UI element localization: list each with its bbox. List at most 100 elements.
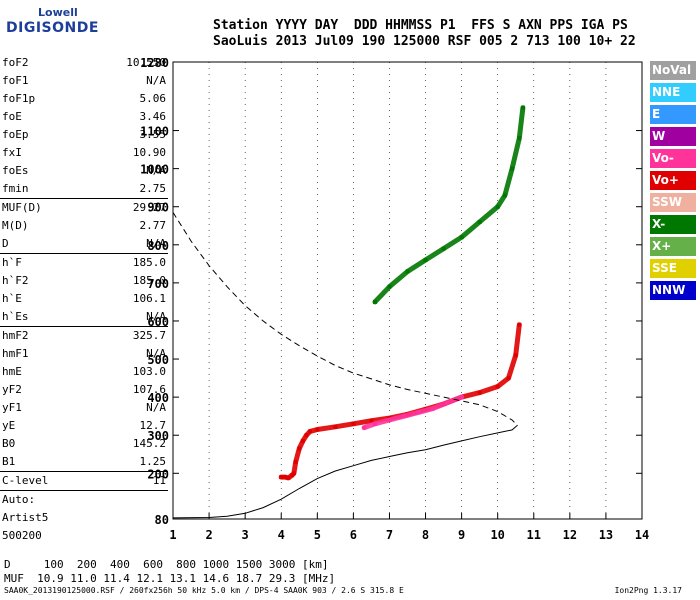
param-separator xyxy=(0,490,168,491)
y-tick-label: 200 xyxy=(147,467,169,481)
echo-point xyxy=(373,299,378,304)
param-value: N/A xyxy=(146,74,166,87)
param-name: hmE xyxy=(2,365,22,378)
param-value: 145.2 xyxy=(132,437,166,450)
echo-point xyxy=(423,258,428,263)
legend-item: Vo- xyxy=(650,149,696,168)
param-name: Auto: xyxy=(2,493,36,506)
y-tick-label: 80 xyxy=(155,513,169,527)
param-value: N/A xyxy=(146,237,166,250)
echo-point xyxy=(333,424,338,429)
param-name: hmF2 xyxy=(2,329,29,342)
param-name: h`F xyxy=(2,256,22,269)
echo-point xyxy=(387,284,392,289)
param-row: M(D) 2.77 xyxy=(0,217,168,235)
echo-point xyxy=(520,105,525,110)
param-value: 12.7 xyxy=(139,419,167,432)
echo-point xyxy=(517,136,522,141)
version-label: Ion2Png 1.3.17 xyxy=(614,586,682,595)
param-value: 3.55 xyxy=(139,128,167,141)
param-value: 185.0 xyxy=(132,256,166,269)
echo-point xyxy=(459,395,464,400)
param-value: 29.27 xyxy=(132,201,166,214)
echo-point xyxy=(459,235,464,240)
echo-point xyxy=(441,246,446,251)
param-name: fxI xyxy=(2,146,22,159)
echo-point xyxy=(510,166,515,171)
echo-point xyxy=(477,390,482,395)
legend-item: Vo+ xyxy=(650,171,696,190)
echo-point xyxy=(401,414,406,419)
echo-point xyxy=(308,429,313,434)
echo-point xyxy=(387,417,392,422)
muf-distance-row: D 100 200 400 600 800 1000 1500 3000 [km… xyxy=(4,558,329,571)
param-value: N/A xyxy=(146,164,166,177)
param-name: D xyxy=(2,237,9,250)
param-name: foE xyxy=(2,110,22,123)
header-line1: Station YYYY DAY DDD HHMMSS P1 FFS S AXN… xyxy=(213,18,628,33)
y-tick-label: 700 xyxy=(147,277,169,291)
x-tick-label: 8 xyxy=(422,528,429,542)
param-separator xyxy=(0,198,168,199)
x-tick-label: 5 xyxy=(314,528,321,542)
param-row: h`Es N/A xyxy=(0,308,168,326)
param-value: 1.25 xyxy=(139,455,167,468)
legend-item: W xyxy=(650,127,696,146)
echo-point xyxy=(282,475,287,480)
param-name: M(D) xyxy=(2,219,29,232)
echo-point xyxy=(279,475,284,480)
param-name: B1 xyxy=(2,455,16,468)
y-tick-label: 500 xyxy=(147,353,169,367)
param-value: 5.06 xyxy=(139,92,167,105)
profile-dashed-line xyxy=(172,212,518,426)
x-tick-label: 13 xyxy=(599,528,613,542)
x-tick-label: 6 xyxy=(350,528,357,542)
echo-point xyxy=(300,438,305,443)
param-row: foF1 N/A xyxy=(0,72,168,90)
param-row: D N/A xyxy=(0,235,168,253)
param-row: foF1p 5.06 xyxy=(0,90,168,108)
x-tick-label: 10 xyxy=(490,528,504,542)
x-tick-label: 3 xyxy=(242,528,249,542)
header-line2: SaoLuis 2013 Jul09 190 125000 RSF 005 2 … xyxy=(213,34,636,49)
echo-point xyxy=(373,421,378,426)
x-tick-label: 1 xyxy=(169,528,176,542)
echo-point xyxy=(477,219,482,224)
y-tick-label: 1100 xyxy=(140,125,169,139)
param-name: B0 xyxy=(2,437,16,450)
param-name: Artist5 xyxy=(2,511,49,524)
echo-point xyxy=(513,353,518,358)
param-row: C-level 11 xyxy=(0,472,168,490)
plot-frame xyxy=(172,61,643,520)
param-value: 2.75 xyxy=(139,182,167,195)
y-tick-label: 900 xyxy=(147,201,169,215)
echo-point xyxy=(495,204,500,209)
file-info: SAA0K_2013190125000.RSF / 260fx256h 50 k… xyxy=(4,586,404,595)
y-tick-label: 800 xyxy=(147,239,169,253)
legend-item: NoVal xyxy=(650,61,696,80)
x-tick-label: 9 xyxy=(458,528,465,542)
param-name: foEs xyxy=(2,164,29,177)
echo-point xyxy=(286,475,291,480)
param-separator xyxy=(0,471,168,472)
echo-trace xyxy=(361,394,465,431)
legend-item: SSW xyxy=(650,193,696,212)
echo-point xyxy=(517,322,522,327)
echo-point xyxy=(495,384,500,389)
param-name: h`F2 xyxy=(2,274,29,287)
param-value: 103.0 xyxy=(132,365,166,378)
legend-item: X- xyxy=(650,215,696,234)
param-row: foEp 3.55 xyxy=(0,126,168,144)
param-name: 500200 xyxy=(2,529,42,542)
param-name: MUF(D) xyxy=(2,201,42,214)
echo-point xyxy=(351,421,356,426)
y-tick-label: 600 xyxy=(147,315,169,329)
echo-point xyxy=(362,425,367,430)
echo-point xyxy=(291,471,296,476)
x-tick-label: 14 xyxy=(635,528,649,542)
param-row: Auto: xyxy=(0,491,168,509)
y-tick-label: 1280 xyxy=(140,56,169,70)
param-value: 10.90 xyxy=(132,146,166,159)
legend-item: E xyxy=(650,105,696,124)
